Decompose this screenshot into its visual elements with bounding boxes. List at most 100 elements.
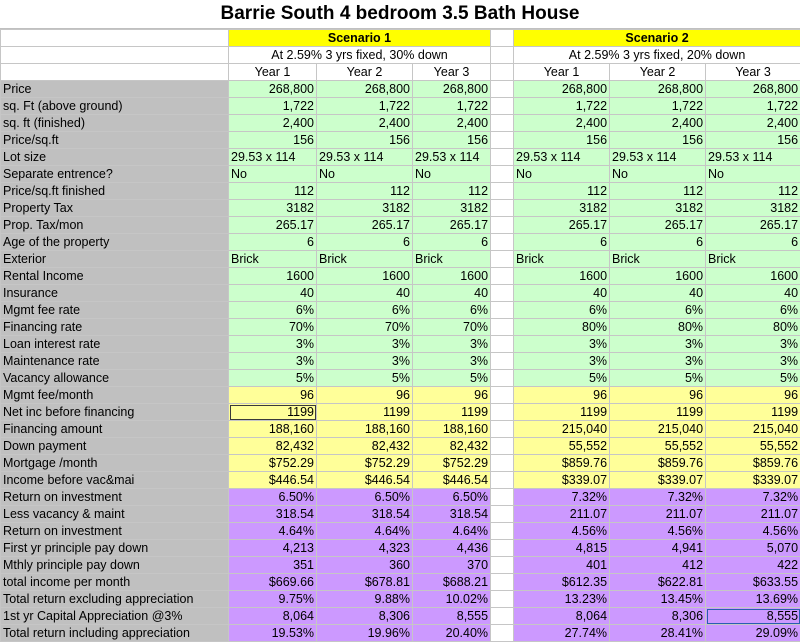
value-cell[interactable]: 3% bbox=[411, 335, 492, 353]
value-cell[interactable]: 4.64% bbox=[316, 522, 413, 540]
value-cell[interactable]: 268,800 bbox=[609, 80, 707, 98]
value-cell[interactable]: 156 bbox=[513, 131, 611, 149]
gap-cell[interactable] bbox=[490, 369, 515, 387]
value-cell[interactable]: 422 bbox=[705, 556, 800, 574]
row-label[interactable]: Down payment bbox=[0, 437, 229, 455]
row-label[interactable]: First yr principle pay down bbox=[0, 539, 229, 557]
value-cell[interactable]: 1199 bbox=[316, 403, 413, 421]
value-cell[interactable]: 112 bbox=[316, 182, 413, 200]
value-cell[interactable]: $339.07 bbox=[513, 471, 611, 489]
value-cell[interactable]: No bbox=[609, 165, 707, 183]
value-cell[interactable]: 82,432 bbox=[228, 437, 317, 455]
gap-cell[interactable] bbox=[490, 165, 515, 183]
value-cell[interactable]: 156 bbox=[228, 131, 317, 149]
value-cell[interactable]: 4,815 bbox=[513, 539, 611, 557]
gap-cell[interactable] bbox=[490, 590, 515, 608]
row-label[interactable]: Separate entrence? bbox=[0, 165, 229, 183]
value-cell[interactable]: 8,555 bbox=[411, 607, 492, 625]
value-cell[interactable]: 112 bbox=[705, 182, 800, 200]
value-cell[interactable]: 156 bbox=[411, 131, 492, 149]
gap-cell[interactable] bbox=[490, 607, 515, 625]
value-cell[interactable]: 40 bbox=[411, 284, 492, 302]
row-label[interactable]: Vacancy allowance bbox=[0, 369, 229, 387]
value-cell[interactable]: Brick bbox=[609, 250, 707, 268]
value-cell[interactable]: Brick bbox=[316, 250, 413, 268]
value-cell[interactable]: 40 bbox=[316, 284, 413, 302]
value-cell[interactable]: 265.17 bbox=[513, 216, 611, 234]
value-cell[interactable]: 55,552 bbox=[513, 437, 611, 455]
value-cell[interactable]: 29.53 x 114 bbox=[228, 148, 317, 166]
value-cell[interactable]: 4,941 bbox=[609, 539, 707, 557]
value-cell[interactable]: 96 bbox=[513, 386, 611, 404]
value-cell[interactable]: 29.09% bbox=[705, 624, 800, 642]
value-cell[interactable]: 1600 bbox=[705, 267, 800, 285]
value-cell[interactable]: 96 bbox=[705, 386, 800, 404]
year-header[interactable]: Year 2 bbox=[609, 63, 707, 81]
value-cell[interactable]: 5,070 bbox=[705, 539, 800, 557]
value-cell[interactable]: 265.17 bbox=[411, 216, 492, 234]
value-cell[interactable]: 318.54 bbox=[411, 505, 492, 523]
row-label[interactable]: total income per month bbox=[0, 573, 229, 591]
value-cell[interactable]: 6 bbox=[513, 233, 611, 251]
value-cell[interactable]: 4.56% bbox=[609, 522, 707, 540]
value-cell[interactable]: 3182 bbox=[513, 199, 611, 217]
value-cell[interactable]: 156 bbox=[609, 131, 707, 149]
value-cell[interactable]: 1199 bbox=[411, 403, 492, 421]
value-cell[interactable]: 112 bbox=[609, 182, 707, 200]
gap-cell[interactable] bbox=[490, 505, 515, 523]
value-cell[interactable]: 318.54 bbox=[228, 505, 317, 523]
value-cell[interactable]: 6 bbox=[228, 233, 317, 251]
value-cell[interactable]: 265.17 bbox=[705, 216, 800, 234]
value-cell[interactable]: 9.88% bbox=[316, 590, 413, 608]
scenario-2-description[interactable]: At 2.59% 3 yrs fixed, 20% down bbox=[513, 46, 800, 64]
value-cell[interactable]: 6.50% bbox=[228, 488, 317, 506]
value-cell[interactable]: 211.07 bbox=[513, 505, 611, 523]
value-cell[interactable]: 1,722 bbox=[513, 97, 611, 115]
gap-cell[interactable] bbox=[490, 488, 515, 506]
gap-cell[interactable] bbox=[490, 539, 515, 557]
row-label[interactable]: Price/sq.ft finished bbox=[0, 182, 229, 200]
value-cell[interactable]: 6% bbox=[316, 301, 413, 319]
value-cell[interactable]: No bbox=[513, 165, 611, 183]
gap-cell[interactable] bbox=[490, 556, 515, 574]
gap-cell[interactable] bbox=[490, 454, 515, 472]
gap-cell[interactable] bbox=[490, 250, 515, 268]
value-cell[interactable]: 3% bbox=[228, 335, 317, 353]
value-cell[interactable]: 268,800 bbox=[513, 80, 611, 98]
row-label[interactable]: Mthly principle pay down bbox=[0, 556, 229, 574]
value-cell[interactable]: 2,400 bbox=[609, 114, 707, 132]
value-cell[interactable]: 40 bbox=[705, 284, 800, 302]
value-cell[interactable]: 1600 bbox=[609, 267, 707, 285]
value-cell[interactable]: $446.54 bbox=[411, 471, 492, 489]
value-cell[interactable]: 13.23% bbox=[513, 590, 611, 608]
gap-cell[interactable] bbox=[490, 131, 515, 149]
gap-cell[interactable] bbox=[490, 403, 515, 421]
value-cell[interactable]: 370 bbox=[411, 556, 492, 574]
value-cell[interactable]: 4,436 bbox=[411, 539, 492, 557]
value-cell[interactable]: 4.56% bbox=[705, 522, 800, 540]
value-cell[interactable]: 96 bbox=[228, 386, 317, 404]
gap-cell[interactable] bbox=[490, 114, 515, 132]
value-cell[interactable]: 5% bbox=[513, 369, 611, 387]
value-cell[interactable]: 6 bbox=[705, 233, 800, 251]
value-cell[interactable]: No bbox=[705, 165, 800, 183]
value-cell[interactable]: 268,800 bbox=[705, 80, 800, 98]
row-label[interactable]: Return on investment bbox=[0, 522, 229, 540]
value-cell[interactable]: $446.54 bbox=[228, 471, 317, 489]
year-header[interactable]: Year 3 bbox=[705, 63, 800, 81]
value-cell[interactable]: 19.96% bbox=[316, 624, 413, 642]
value-cell[interactable]: 1199 bbox=[609, 403, 707, 421]
blank-cell[interactable] bbox=[0, 63, 229, 81]
scenario-2-header[interactable]: Scenario 2 bbox=[513, 29, 800, 47]
value-cell[interactable]: 5% bbox=[705, 369, 800, 387]
value-cell[interactable]: 70% bbox=[316, 318, 413, 336]
value-cell[interactable]: 6% bbox=[513, 301, 611, 319]
value-cell[interactable]: 6% bbox=[609, 301, 707, 319]
year-header[interactable]: Year 1 bbox=[228, 63, 317, 81]
value-cell[interactable]: 6.50% bbox=[316, 488, 413, 506]
value-cell[interactable]: $612.35 bbox=[513, 573, 611, 591]
value-cell[interactable]: 9.75% bbox=[228, 590, 317, 608]
value-cell[interactable]: 268,800 bbox=[316, 80, 413, 98]
gap-cell[interactable] bbox=[490, 301, 515, 319]
value-cell[interactable]: 6.50% bbox=[411, 488, 492, 506]
